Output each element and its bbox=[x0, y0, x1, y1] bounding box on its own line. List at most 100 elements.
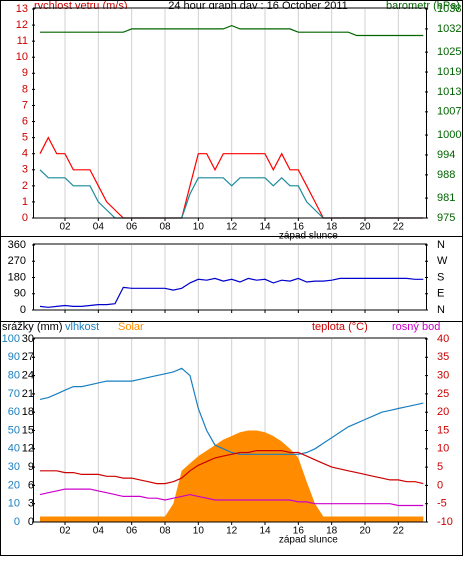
y-tick-label: 0 bbox=[22, 212, 28, 224]
line bbox=[40, 450, 424, 485]
x-tick-label: 10 bbox=[193, 222, 205, 233]
y-tick-label: 12 bbox=[16, 19, 28, 31]
line bbox=[39, 367, 424, 455]
y-tick-label: 994 bbox=[437, 149, 455, 161]
x-tick-label: 12 bbox=[226, 222, 238, 233]
y-tick-label: 2 bbox=[22, 180, 28, 192]
y-tick-label: 988 bbox=[437, 169, 455, 181]
y-tick-label: W bbox=[437, 255, 448, 267]
y-tick-label: N bbox=[437, 304, 445, 316]
x-tick-label: 16 bbox=[293, 526, 305, 537]
y-tick-label: 1032 bbox=[437, 23, 461, 35]
y-axis-label: vlhkost bbox=[65, 321, 99, 333]
y-tick-label: 1038 bbox=[437, 3, 461, 15]
y-tick-label: 10 bbox=[8, 498, 20, 510]
annotation: západ slunce bbox=[279, 231, 338, 242]
x-tick-label: 16 bbox=[293, 222, 305, 233]
y-tick-label: 25 bbox=[437, 388, 449, 400]
y-tick-label: 30 bbox=[8, 461, 20, 473]
x-tick-label: 02 bbox=[59, 222, 71, 233]
y-tick-label: 35 bbox=[437, 351, 449, 363]
x-tick-label: 06 bbox=[126, 222, 138, 233]
y-tick-label: 0 bbox=[14, 516, 20, 528]
y-tick-label: 1025 bbox=[437, 46, 461, 58]
y2-axis-label: barometr (hPa) bbox=[386, 0, 460, 12]
y-tick-label: N bbox=[437, 239, 445, 251]
y-tick-label: 9 bbox=[28, 461, 34, 473]
y-tick-label: 24 bbox=[22, 370, 34, 382]
x-tick-label: 22 bbox=[393, 526, 405, 537]
x-tick-label: 10 bbox=[193, 526, 205, 537]
y-tick-label: 7 bbox=[22, 99, 28, 111]
y-tick-label: 5 bbox=[22, 132, 28, 144]
y-tick-label: -10 bbox=[437, 516, 453, 528]
x-tick-label: 20 bbox=[359, 222, 371, 233]
y-tick-label: 4 bbox=[22, 148, 28, 160]
y-tick-label: E bbox=[437, 288, 444, 300]
y-tick-label: 20 bbox=[437, 406, 449, 418]
x-tick-label: 08 bbox=[159, 222, 171, 233]
area bbox=[40, 430, 424, 522]
legend-entry: rosný bod bbox=[392, 321, 440, 333]
y-tick-label: 10 bbox=[16, 51, 28, 63]
line bbox=[40, 24, 424, 37]
x-tick-label: 08 bbox=[159, 526, 171, 537]
legend-entry: Solar bbox=[118, 321, 144, 333]
line bbox=[39, 488, 424, 507]
chart-title: 24 hour graph day : 16 October 2011 bbox=[168, 0, 348, 12]
y-tick-label: 1019 bbox=[437, 66, 461, 78]
y-tick-label: 180 bbox=[8, 271, 26, 283]
y-tick-label: 90 bbox=[14, 288, 26, 300]
y-axis-label: rychlost vetru (m/s) bbox=[34, 0, 128, 12]
line bbox=[39, 277, 424, 308]
y-tick-label: 60 bbox=[8, 406, 20, 418]
plot-area bbox=[35, 245, 425, 310]
y-tick-label: 0 bbox=[28, 516, 34, 528]
y-tick-label: 15 bbox=[22, 424, 34, 436]
y-tick-label: 27 bbox=[22, 351, 34, 363]
y-tick-label: 15 bbox=[437, 424, 449, 436]
y3-axis-label: srážky (mm) bbox=[2, 321, 63, 333]
y-tick-label: 3 bbox=[22, 164, 28, 176]
y2-axis-label: teplota (°C) bbox=[312, 321, 368, 333]
x-tick-label: 06 bbox=[126, 526, 138, 537]
x-tick-label: 18 bbox=[326, 222, 338, 233]
y-tick-label: 13 bbox=[16, 3, 28, 15]
y-tick-label: 1000 bbox=[437, 129, 461, 141]
y-tick-label: 20 bbox=[8, 479, 20, 491]
y-tick-label: 1007 bbox=[437, 106, 461, 118]
y-tick-label: 40 bbox=[8, 443, 20, 455]
x-tick-label: 18 bbox=[326, 526, 338, 537]
x-tick-label: 14 bbox=[259, 526, 271, 537]
x-tick-label: 22 bbox=[393, 222, 405, 233]
y-tick-label: 6 bbox=[22, 115, 28, 127]
x-tick-label: 14 bbox=[259, 222, 271, 233]
x-tick-label: 04 bbox=[93, 222, 105, 233]
y-tick-label: 70 bbox=[8, 388, 20, 400]
y-tick-label: 40 bbox=[437, 333, 449, 345]
y-tick-label: 5 bbox=[437, 461, 443, 473]
y-tick-label: 8 bbox=[22, 83, 28, 95]
y-tick-label: 981 bbox=[437, 192, 455, 204]
y-tick-label: -5 bbox=[437, 498, 447, 510]
y-tick-label: 360 bbox=[8, 239, 26, 251]
x-tick-label: 20 bbox=[359, 526, 371, 537]
y-tick-label: 21 bbox=[22, 388, 34, 400]
y-tick-label: 90 bbox=[8, 351, 20, 363]
y-tick-label: 100 bbox=[2, 333, 20, 345]
annotation: západ slunce bbox=[279, 535, 338, 546]
y-tick-label: 1013 bbox=[437, 86, 461, 98]
y-tick-label: 30 bbox=[437, 370, 449, 382]
y-tick-label: 12 bbox=[22, 443, 34, 455]
y-tick-label: 975 bbox=[437, 212, 455, 224]
y-tick-label: 9 bbox=[22, 67, 28, 79]
y-tick-label: 1 bbox=[22, 196, 28, 208]
y-tick-label: 6 bbox=[28, 479, 34, 491]
x-tick-label: 04 bbox=[93, 526, 105, 537]
y-tick-label: 80 bbox=[8, 370, 20, 382]
y-tick-label: 3 bbox=[28, 498, 34, 510]
y-tick-label: 11 bbox=[17, 35, 28, 47]
plot-frame bbox=[33, 243, 427, 311]
